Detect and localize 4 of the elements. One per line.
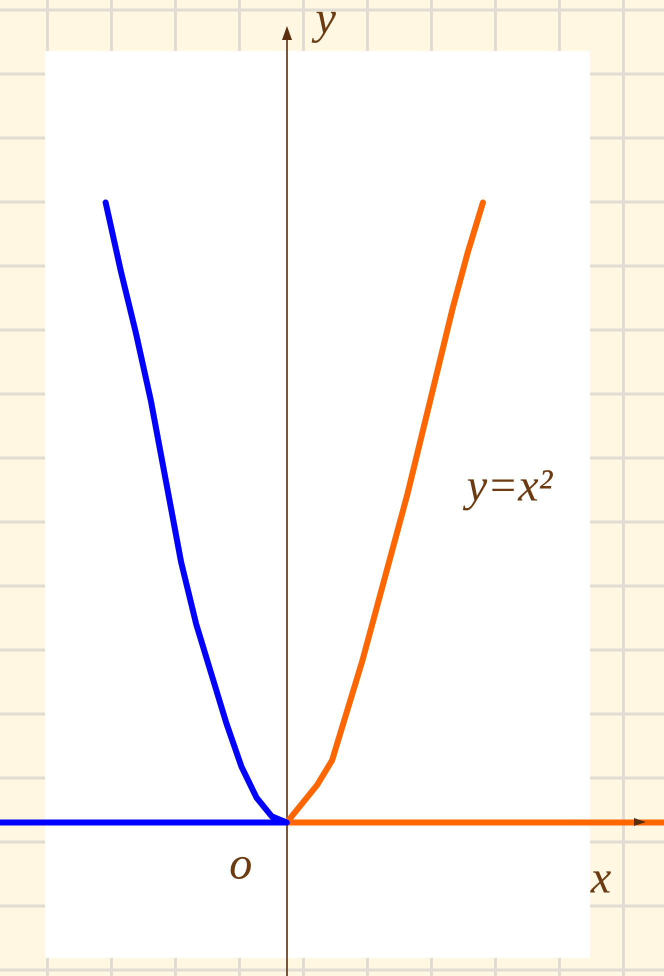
- text: o: [229, 837, 252, 888]
- y-axis-title: y: [312, 0, 337, 43]
- annotation: y=x²: [462, 459, 554, 510]
- x-axis-title: x: [590, 851, 612, 902]
